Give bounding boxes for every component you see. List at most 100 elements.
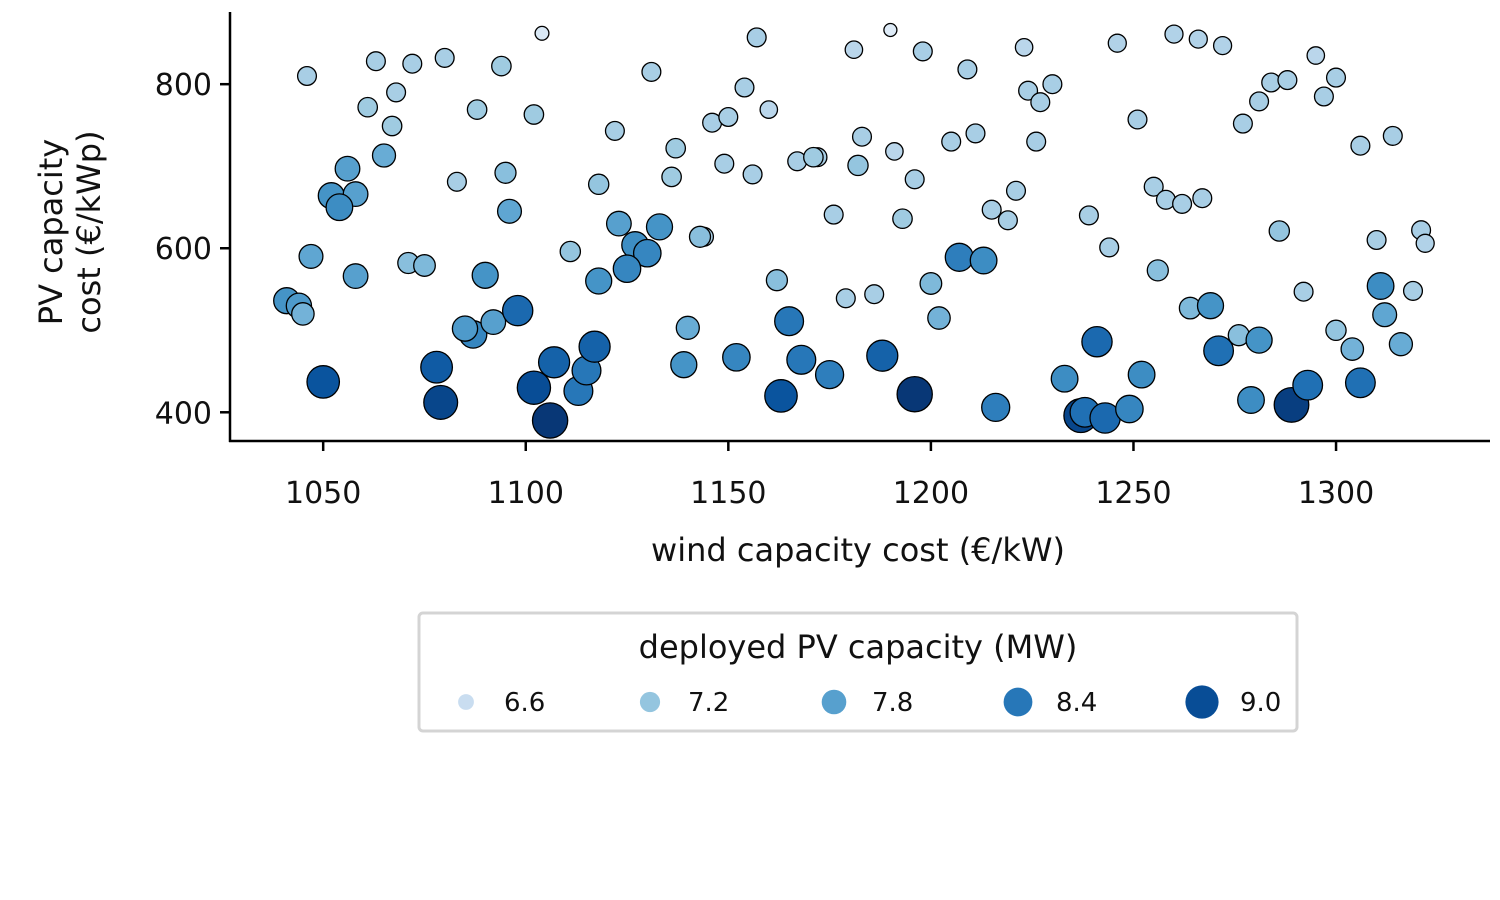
data-point [675, 315, 700, 340]
data-point [612, 254, 642, 284]
data-point [912, 41, 933, 62]
data-point [734, 77, 755, 98]
data-point [585, 267, 613, 295]
data-point [632, 238, 662, 268]
data-point [325, 193, 354, 222]
x-tick-label: 1050 [285, 476, 361, 511]
data-point [941, 131, 962, 152]
data-point [645, 213, 674, 241]
legend-label: 8.4 [1056, 688, 1097, 718]
data-point [296, 65, 318, 87]
x-tick-label: 1200 [893, 476, 969, 511]
data-point [722, 342, 751, 372]
data-point [1277, 70, 1298, 91]
data-point [381, 115, 403, 137]
x-tick-label: 1100 [488, 476, 564, 511]
data-point [774, 306, 805, 337]
data-point [537, 346, 571, 379]
data-point [1107, 33, 1127, 53]
data-point [371, 143, 397, 168]
y-axis-label: PV capacity cost (€/kWp) [32, 130, 108, 333]
data-point [480, 309, 507, 336]
data-point [1196, 292, 1225, 320]
data-point [981, 392, 1011, 423]
data-point [1313, 86, 1334, 107]
data-point [1325, 319, 1347, 342]
data-point [1030, 92, 1051, 113]
legend-label: 7.8 [872, 688, 913, 718]
data-point [981, 199, 1002, 220]
x-tick-label: 1150 [690, 476, 766, 511]
y-axis-label-line-2: cost (€/kWp) [70, 130, 108, 333]
data-point [1172, 193, 1193, 214]
legend-marker [458, 694, 474, 710]
data-point [688, 225, 712, 248]
data-point [1050, 364, 1079, 393]
data-point [1340, 337, 1365, 361]
legend: deployed PV capacity (MW) 6.6 7.2 7.8 8.4 9.… [417, 611, 1299, 733]
data-point [306, 365, 341, 399]
legend-label: 6.6 [504, 688, 545, 718]
data-point [803, 146, 824, 168]
data-point [291, 302, 315, 326]
data-point [665, 137, 687, 159]
legend-entries: 6.6 7.2 7.8 8.4 9.0 [458, 685, 1281, 719]
data-point [466, 99, 488, 120]
data-point [1099, 237, 1120, 258]
data-point [1127, 109, 1148, 130]
data-point [471, 261, 499, 289]
y-axis-label-line-1: PV capacity [32, 139, 70, 325]
data-point [423, 384, 459, 420]
data-point [1005, 180, 1027, 201]
data-points [273, 22, 1435, 439]
data-point [420, 350, 454, 384]
data-point [661, 166, 682, 188]
data-point [1164, 24, 1184, 44]
data-point [587, 173, 610, 196]
x-axis-ticks: 1050 1100 1150 1200 1250 1300 [285, 441, 1374, 511]
legend-marker [1185, 685, 1219, 719]
y-tick-label: 600 [155, 232, 212, 267]
data-point [896, 375, 933, 413]
data-point [641, 61, 662, 82]
data-point [814, 359, 845, 390]
data-point [357, 96, 379, 118]
y-tick-label: 400 [155, 396, 212, 431]
data-point [413, 254, 436, 277]
data-point [523, 104, 545, 125]
data-point [1232, 113, 1253, 134]
data-point [1245, 326, 1273, 354]
data-point [823, 204, 844, 225]
data-point [1078, 205, 1099, 226]
data-point [494, 161, 517, 184]
data-point [864, 284, 885, 305]
legend-label: 9.0 [1240, 688, 1281, 718]
data-point [1293, 281, 1314, 302]
data-point [965, 123, 986, 144]
data-point [764, 379, 798, 413]
data-point [402, 53, 423, 74]
data-point [944, 242, 974, 272]
data-point [919, 272, 943, 295]
data-point [742, 164, 763, 185]
data-point [885, 142, 904, 161]
data-point [434, 47, 455, 68]
data-point [866, 339, 899, 372]
data-point [365, 51, 386, 72]
legend-frame [417, 611, 1299, 733]
data-point [1402, 280, 1424, 301]
data-point [1292, 369, 1324, 401]
data-point [446, 171, 467, 192]
data-point [847, 154, 869, 177]
data-point [1042, 74, 1063, 95]
data-point [786, 344, 817, 375]
data-point [1382, 125, 1403, 146]
data-point [883, 22, 898, 38]
legend-marker [639, 691, 661, 713]
y-axis-ticks: 400 600 800 [155, 68, 230, 431]
data-point [559, 240, 582, 263]
legend-label: 7.2 [688, 688, 729, 718]
x-tick-label: 1250 [1095, 476, 1171, 511]
data-point [1366, 272, 1395, 300]
data-point [1026, 131, 1047, 152]
